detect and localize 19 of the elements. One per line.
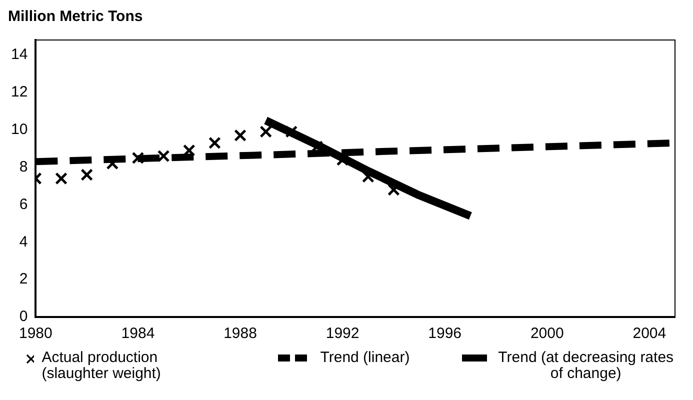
x-tick-label: 1996 — [428, 325, 462, 342]
legend-label: Actual production (slaughter weight) — [42, 349, 162, 382]
y-tick-label: 6 — [19, 196, 28, 213]
y-tick-label: 0 — [19, 308, 28, 326]
x-tick-label: 1988 — [224, 325, 257, 342]
x-tick-label: 1984 — [121, 325, 155, 342]
y-tick-label: 4 — [19, 233, 28, 250]
y-tick-label: 2 — [19, 270, 28, 288]
x-tick-label: 2000 — [530, 325, 564, 342]
y-axis-title: Million Metric Tons — [8, 8, 144, 27]
y-tick-label: 14 — [10, 46, 28, 64]
y-tick-label: 12 — [10, 84, 28, 101]
x-tick-label: 2004 — [632, 325, 666, 342]
x-tick-label: 1992 — [326, 325, 360, 342]
y-tick-label: 10 — [10, 120, 28, 138]
x-tick-label: 1980 — [18, 325, 52, 342]
legend-label: Trend (at decreasing rates of change) — [497, 349, 675, 382]
legend-label: Trend (linear) — [320, 349, 410, 366]
y-tick-label: 8 — [19, 158, 28, 176]
